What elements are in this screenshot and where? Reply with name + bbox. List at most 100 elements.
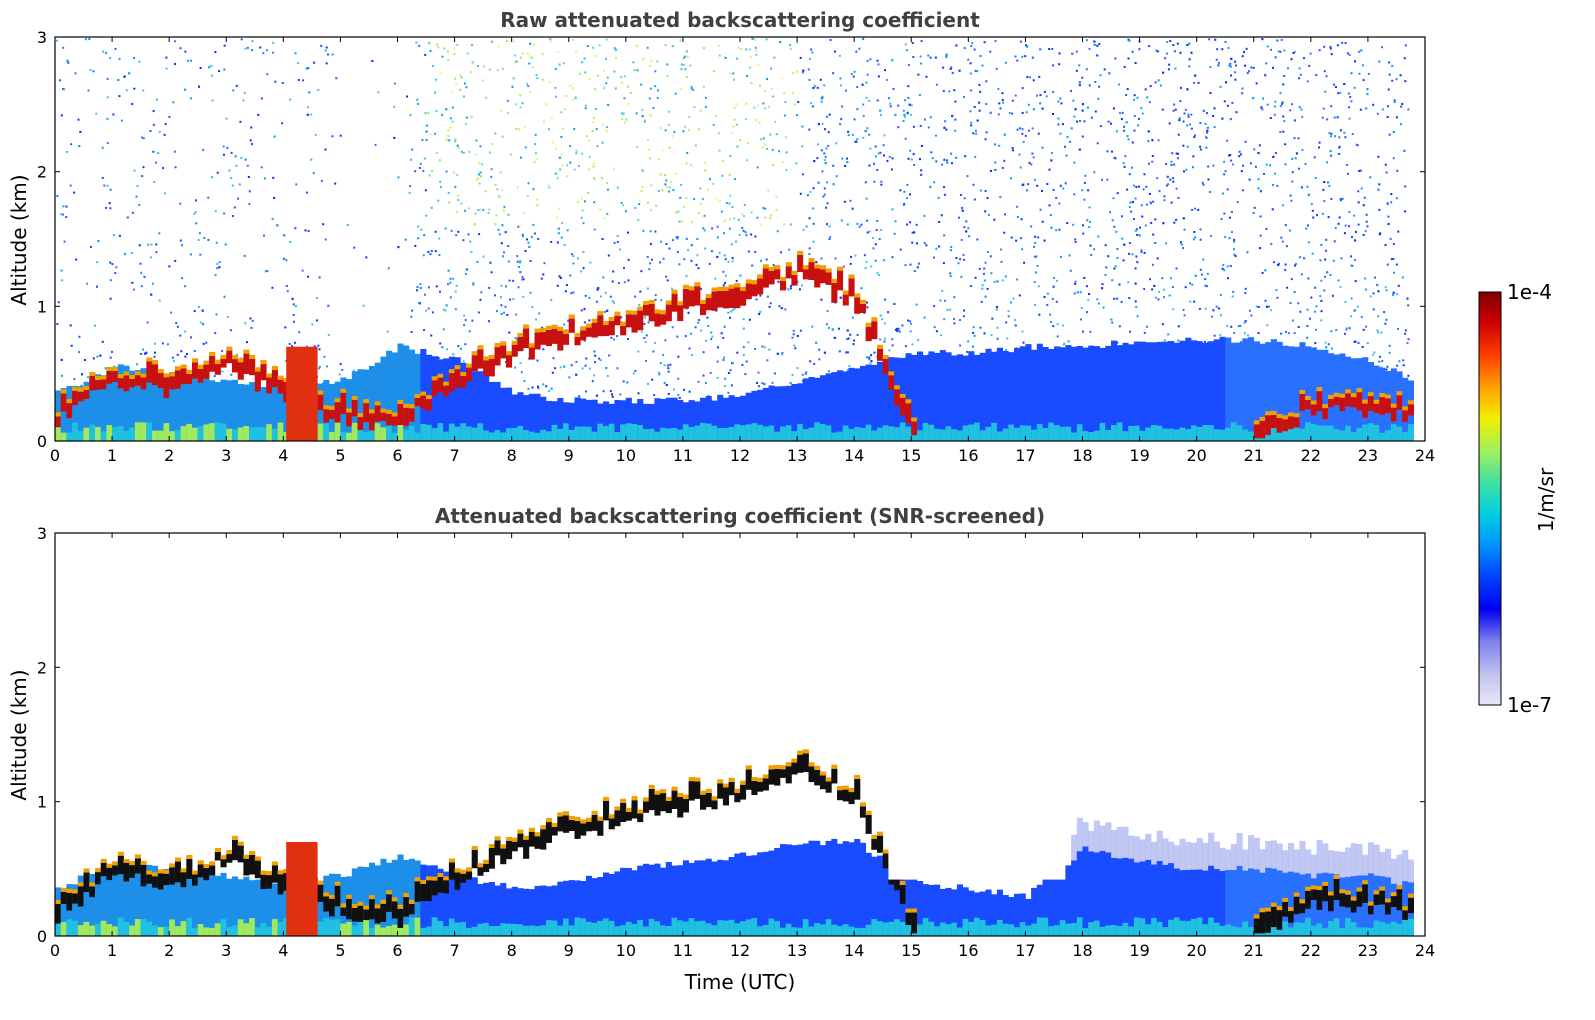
- panel1-noise-pixel: [1378, 60, 1381, 63]
- panel1-noise-pixel: [832, 72, 835, 75]
- panel1-noise-pixel: [490, 175, 493, 178]
- panel1-surface-layer: [89, 424, 96, 441]
- panel1-noise-pixel: [688, 390, 691, 393]
- panel1-aerosol-column: [1111, 340, 1118, 441]
- panel1-noise-pixel: [1199, 148, 1202, 151]
- panel1-noise-pixel: [549, 37, 552, 40]
- panel1-noise-pixel: [592, 165, 595, 168]
- panel1-cloud-edge: [477, 345, 484, 350]
- panel1-noise-pixel: [1121, 111, 1124, 114]
- panel1-noise-pixel: [1313, 156, 1316, 159]
- panel1-noise-pixel: [736, 351, 739, 354]
- panel1-noise-pixel: [563, 323, 566, 326]
- panel1-noise-pixel: [912, 125, 915, 128]
- panel1-aerosol-column: [443, 358, 450, 441]
- panel1-noise-pixel: [904, 99, 906, 102]
- panel1-noise-pixel: [503, 205, 506, 208]
- panel1-cloud-edge: [466, 363, 473, 368]
- panel1-noise-pixel: [465, 86, 468, 89]
- panel1-noise-pixel: [276, 224, 279, 227]
- panel1-noise-pixel: [214, 51, 217, 54]
- panel1-noise-pixel: [683, 125, 686, 128]
- panel1-noise-pixel: [1101, 287, 1104, 290]
- panel1-surface-layer: [1008, 424, 1015, 441]
- panel1-noise-pixel: [1177, 196, 1180, 199]
- panel1-aerosol-column: [1230, 342, 1237, 441]
- panel1-noise-pixel: [866, 306, 869, 309]
- panel1-noise-pixel: [1154, 242, 1157, 244]
- panel1-noise-pixel: [422, 254, 425, 257]
- panel1-noise-pixel: [1186, 145, 1189, 148]
- panel1-noise-pixel: [251, 40, 254, 43]
- panel1-noise-pixel: [506, 112, 509, 115]
- panel1-noise-pixel: [1183, 112, 1186, 115]
- panel1-noise-pixel: [487, 212, 490, 214]
- panel1-noise-pixel: [970, 45, 973, 48]
- panel1-noise-pixel: [832, 164, 835, 167]
- panel1-noise-pixel: [880, 183, 883, 186]
- panel1-noise-pixel: [1033, 281, 1036, 283]
- panel1-cloud-edge: [1293, 413, 1300, 418]
- panel1-noise-pixel: [993, 280, 996, 283]
- panel1-noise-pixel: [1014, 94, 1017, 97]
- panel1-noise-pixel: [606, 76, 609, 79]
- panel1-noise-pixel: [953, 89, 956, 92]
- panel1-noise-pixel: [785, 169, 788, 171]
- panel1-noise-pixel: [1176, 42, 1179, 45]
- panel1-noise-pixel: [1329, 150, 1332, 153]
- panel1-noise-pixel: [1392, 131, 1395, 133]
- panel1-noise-pixel: [1209, 92, 1212, 94]
- panel1-noise-pixel: [1277, 264, 1280, 266]
- panel1-noise-pixel: [1128, 173, 1131, 176]
- panel1-noise-pixel: [996, 326, 999, 329]
- panel1-noise-pixel: [1135, 305, 1138, 308]
- panel1-noise-pixel: [754, 250, 757, 253]
- panel1-cloud-band: [186, 373, 193, 384]
- panel1-noise-pixel: [603, 217, 606, 220]
- panel1-noise-pixel: [1307, 224, 1309, 227]
- panel1-cloud-edge: [77, 387, 84, 392]
- panel1-noise-pixel: [875, 229, 878, 231]
- panel1-aerosol-column: [557, 398, 564, 441]
- panel1-aerosol-column: [660, 398, 667, 441]
- panel1-noise-pixel: [237, 197, 239, 200]
- panel1-noise-pixel: [218, 266, 221, 269]
- panel1-noise-pixel: [802, 173, 804, 176]
- panel1-noise-pixel: [548, 186, 551, 189]
- panel1-noise-pixel: [771, 148, 774, 151]
- panel1-noise-pixel: [1293, 137, 1296, 140]
- panel1-noise-pixel: [179, 47, 182, 50]
- panel1-noise-pixel: [894, 328, 897, 331]
- panel1-noise-pixel: [582, 267, 585, 270]
- panel1-noise-pixel: [515, 313, 518, 316]
- panel1-noise-pixel: [1011, 147, 1014, 149]
- panel1-noise-pixel: [1174, 108, 1177, 111]
- panel1-noise-pixel: [230, 151, 233, 154]
- panel1-noise-pixel: [1180, 86, 1182, 89]
- panel1-noise-pixel: [216, 262, 219, 265]
- panel1-noise-pixel: [853, 118, 856, 121]
- panel1-noise-pixel: [489, 261, 492, 264]
- panel1-noise-pixel: [949, 308, 952, 311]
- panel1-cloud-edge: [705, 294, 712, 298]
- panel1-noise-pixel: [1306, 185, 1309, 188]
- panel1-cloud-edge: [1373, 399, 1380, 404]
- panel1-noise-pixel: [1396, 364, 1399, 367]
- panel1-noise-pixel: [960, 275, 963, 278]
- panel1-noise-pixel: [272, 41, 275, 44]
- panel1-noise-pixel: [1240, 153, 1242, 156]
- panel1-noise-pixel: [1116, 192, 1119, 195]
- panel1-noise-pixel: [685, 237, 688, 240]
- panel1-noise-pixel: [746, 159, 749, 162]
- panel1-noise-pixel: [305, 67, 308, 70]
- panel1-noise-pixel: [588, 78, 591, 81]
- panel1-noise-pixel: [869, 147, 872, 150]
- panel1-noise-pixel: [223, 153, 225, 156]
- panel1-cloud-band: [323, 409, 330, 423]
- panel1-noise-pixel: [517, 225, 520, 228]
- panel1-noise-pixel: [545, 385, 548, 388]
- panel1-cloud-edge: [1356, 388, 1363, 393]
- panel1-noise-pixel: [1279, 105, 1282, 107]
- panel1-noise-pixel: [767, 189, 770, 192]
- panel1-noise-pixel: [739, 274, 742, 277]
